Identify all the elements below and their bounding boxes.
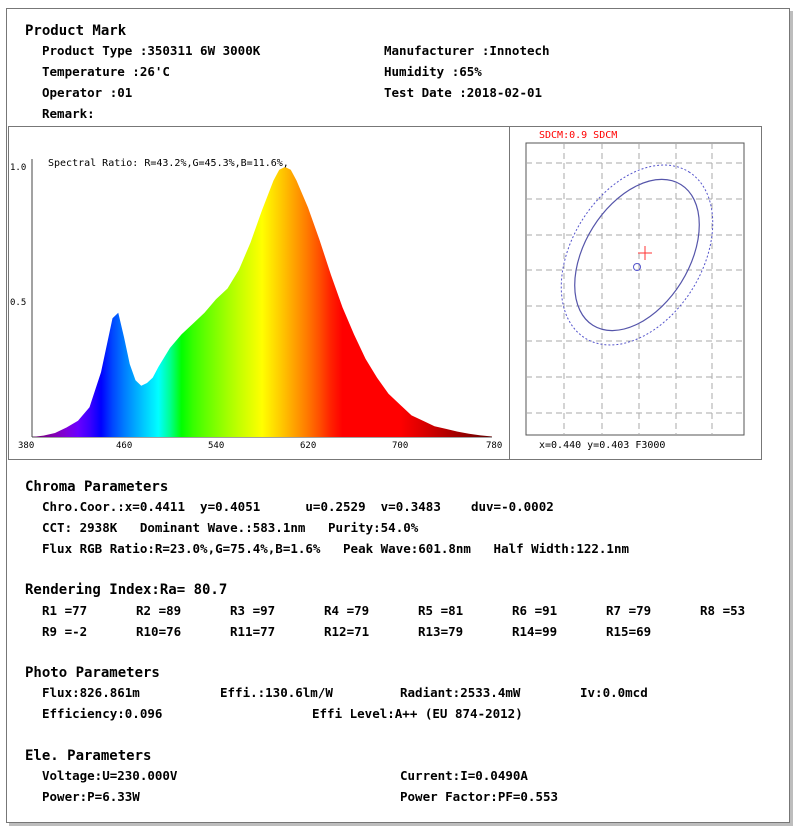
- test-date: Test Date :2018-02-01: [384, 85, 543, 100]
- spectral-ratio-annotation: Spectral Ratio: R=43.2%,G=45.3%,B=11.6%,: [48, 158, 289, 169]
- manufacturer: Manufacturer :Innotech: [384, 43, 550, 58]
- chroma-line-3: Flux RGB Ratio:R=23.0%,G=75.4%,B=1.6% Pe…: [42, 541, 629, 556]
- effi-value: Effi.:130.6lm/W: [220, 685, 333, 700]
- temperature: Temperature :26'C: [42, 64, 170, 79]
- x-tick-label: 700: [392, 441, 408, 451]
- r-value: R4 =79: [324, 603, 370, 618]
- r-value: R1 =77: [42, 603, 88, 618]
- x-tick-label: 780: [486, 441, 502, 451]
- rendering-heading: Rendering Index:Ra= 80.7: [25, 582, 228, 598]
- r-value: R14=99: [512, 624, 558, 639]
- sdcm-title: SDCM:0.9 SDCM: [539, 130, 617, 141]
- r-value: R12=71: [324, 624, 370, 639]
- chroma-heading: Chroma Parameters: [25, 479, 169, 495]
- r-value: R5 =81: [418, 603, 464, 618]
- operator: Operator :01: [42, 85, 133, 100]
- x-tick-label: 540: [208, 441, 224, 451]
- chart-panel: [8, 126, 762, 460]
- effi-level-value: Effi Level:A++ (EU 874-2012): [312, 706, 523, 721]
- chroma-line-1: Chro.Coor.:x=0.4411 y=0.4051 u=0.2529 v=…: [42, 499, 554, 514]
- r-value: R15=69: [606, 624, 652, 639]
- sdcm-outer-ellipse: [560, 164, 714, 346]
- remark: Remark:: [42, 106, 95, 121]
- y-tick-label: 1.0: [10, 163, 26, 173]
- sdcm-inner-ellipse: [574, 178, 700, 332]
- efficiency-value: Efficiency:0.096: [42, 706, 163, 721]
- x-tick-label: 380: [18, 441, 34, 451]
- y-tick-label: 0.5: [10, 298, 26, 308]
- ele-heading: Ele. Parameters: [25, 748, 152, 764]
- flux-value: Flux:826.861m: [42, 685, 140, 700]
- r-value: R8 =53: [700, 603, 746, 618]
- x-tick-label: 620: [300, 441, 316, 451]
- sdcm-chart: SDCM:0.9 SDCM x=0.440 y=0.403 F3000: [525, 130, 745, 451]
- current-value: Current:I=0.0490A: [400, 768, 528, 783]
- r-value: R9 =-2: [42, 624, 88, 639]
- photo-heading: Photo Parameters: [25, 665, 160, 681]
- power-value: Power:P=6.33W: [42, 789, 140, 804]
- spectrum-chart: 380 460 540 620 700 780 1.0 0.5 Spectral Ratio:…: [10, 158, 502, 451]
- humidity: Humidity :65%: [384, 64, 482, 79]
- r-value: R2 =89: [136, 603, 182, 618]
- sdcm-plot-frame: [525, 142, 745, 436]
- spectrum-area: [32, 167, 492, 437]
- iv-value: Iv:0.0mcd: [580, 685, 648, 700]
- r-value: R10=76: [136, 624, 182, 639]
- x-tick-label: 460: [116, 441, 132, 451]
- r-value: R7 =79: [606, 603, 652, 618]
- product-mark-heading: Product Mark: [25, 23, 127, 39]
- measured-point-marker: [633, 263, 641, 271]
- r-value: R6 =91: [512, 603, 558, 618]
- sdcm-readout: x=0.440 y=0.403 F3000: [539, 440, 665, 451]
- power-factor-value: Power Factor:PF=0.553: [400, 789, 559, 804]
- voltage-value: Voltage:U=230.000V: [42, 768, 178, 783]
- product-type: Product Type :350311 6W 3000K: [42, 43, 261, 58]
- r-value: R11=77: [230, 624, 276, 639]
- chart-divider: [509, 126, 510, 459]
- radiant-value: Radiant:2533.4mW: [400, 685, 521, 700]
- target-cross-marker: [638, 246, 652, 260]
- r-value: R13=79: [418, 624, 464, 639]
- r-value: R3 =97: [230, 603, 276, 618]
- chroma-line-2: CCT: 2938K Dominant Wave.:583.1nm Purity…: [42, 520, 419, 535]
